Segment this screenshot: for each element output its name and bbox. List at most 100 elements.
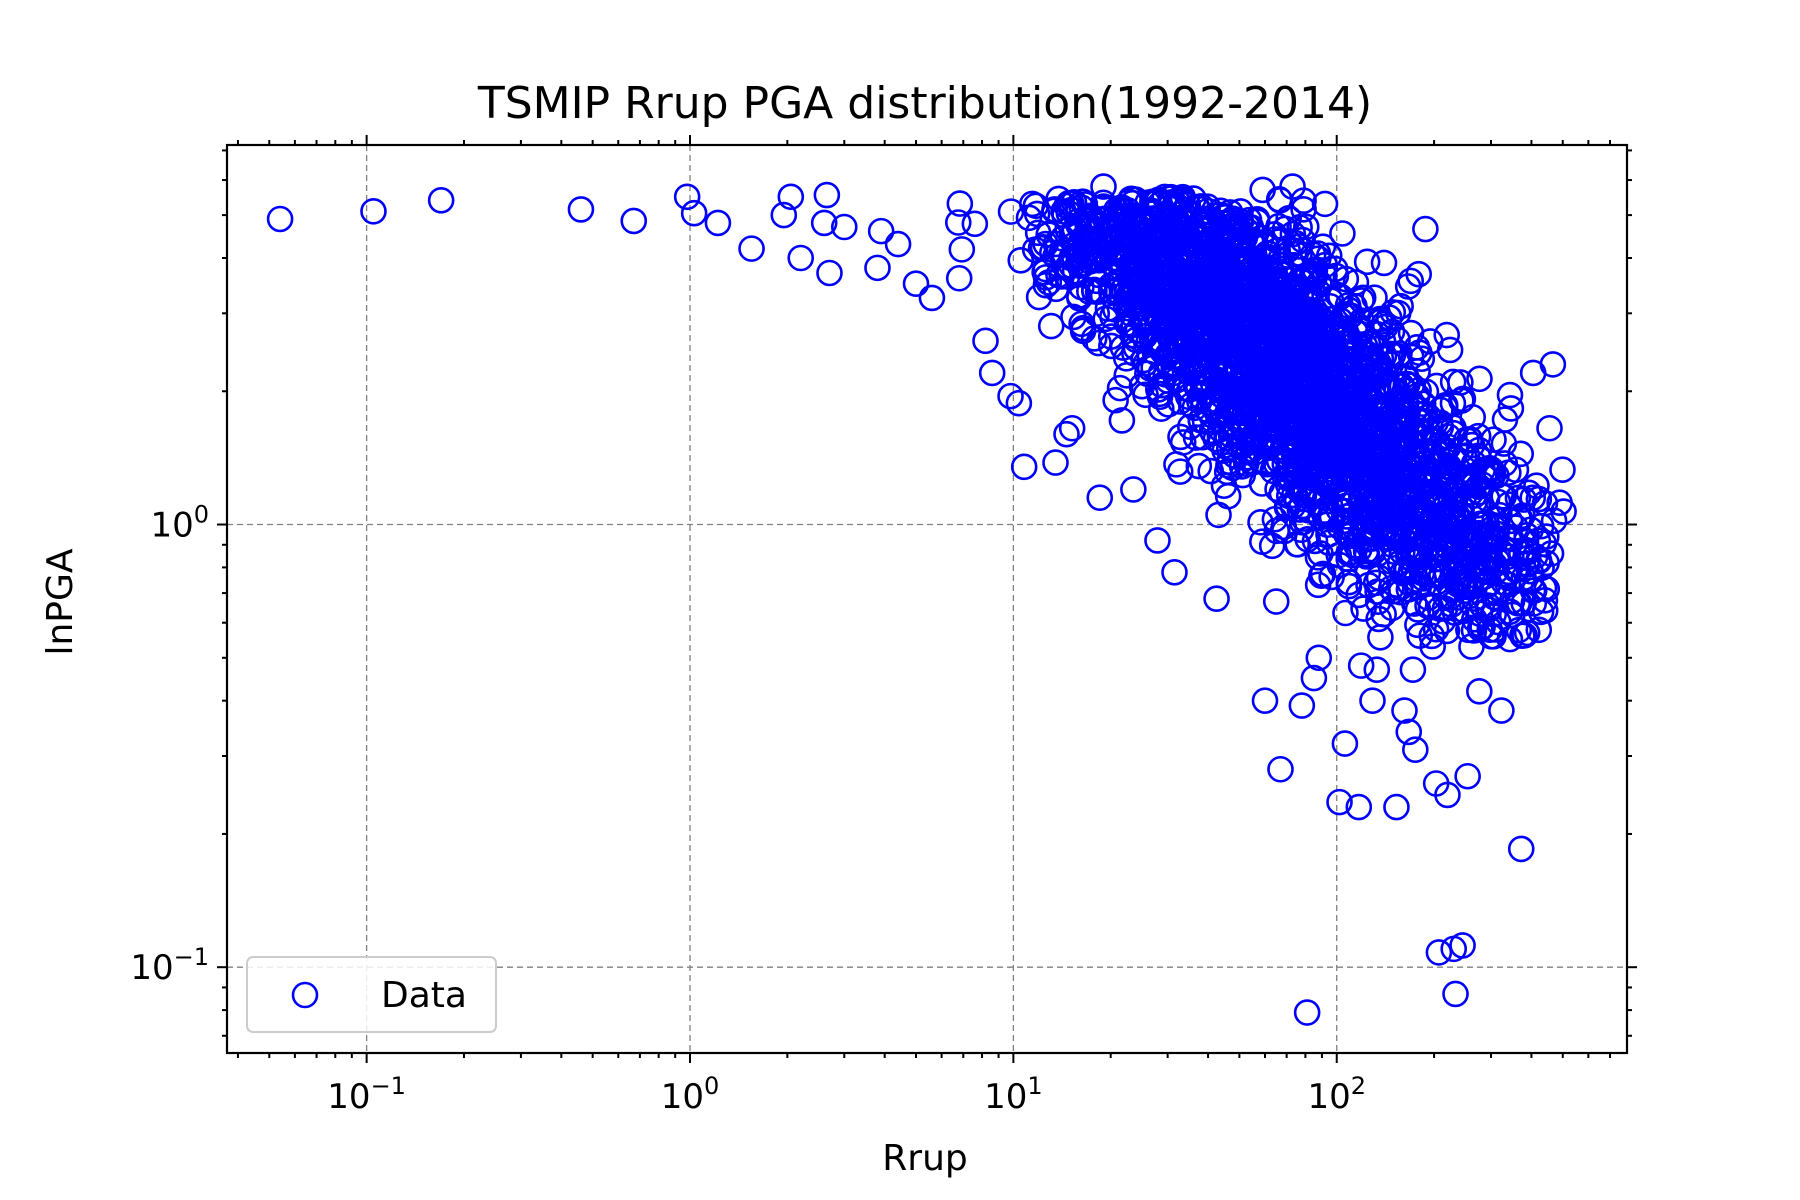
- data-point: [816, 259, 843, 287]
- data-point: [1378, 415, 1406, 443]
- data-point: [1456, 426, 1484, 453]
- data-point: [1356, 415, 1383, 442]
- data-point: [1283, 468, 1310, 496]
- data-point: [1370, 249, 1398, 277]
- data-point: [1537, 540, 1565, 567]
- data-point: [1336, 330, 1364, 357]
- data-point: [360, 197, 387, 225]
- data-point: [1484, 488, 1512, 516]
- data-point: [1496, 381, 1524, 409]
- data-point: [704, 209, 732, 237]
- data-point: [1380, 406, 1407, 433]
- data-point: [945, 264, 973, 292]
- data-point: [1042, 449, 1069, 476]
- data-point: [427, 187, 455, 214]
- data-point: [1355, 571, 1382, 599]
- data-point: [1325, 383, 1353, 411]
- data-point: [1084, 278, 1112, 306]
- data-point: [1429, 496, 1457, 523]
- data-point: [1290, 505, 1318, 532]
- data-point: [1359, 539, 1387, 566]
- data-point: [1346, 504, 1374, 532]
- data-point: [1364, 578, 1391, 605]
- data-point: [1143, 215, 1170, 243]
- data-point: [1281, 382, 1308, 410]
- data-point: [1449, 932, 1476, 959]
- data-point: [1251, 687, 1279, 714]
- data-point: [1307, 503, 1334, 531]
- data-point: [1117, 185, 1145, 213]
- data-point: [1123, 294, 1151, 322]
- data-point: [1118, 275, 1146, 303]
- data-point: [1005, 389, 1033, 417]
- data-point: [1260, 288, 1287, 315]
- data-point: [1395, 576, 1423, 603]
- data-point: [1531, 489, 1559, 517]
- data-point: [1367, 458, 1395, 486]
- data-point: [1271, 398, 1299, 425]
- data-point: [1279, 173, 1306, 200]
- data-point: [1399, 513, 1427, 540]
- data-point: [1329, 220, 1356, 247]
- data-point: [1494, 571, 1522, 598]
- data-point: [902, 270, 930, 297]
- data-point: [1122, 260, 1149, 288]
- data-point: [1405, 446, 1433, 473]
- data-point: [978, 359, 1006, 387]
- data-point: [1102, 386, 1129, 414]
- data-point: [1488, 697, 1515, 724]
- data-point: [1145, 251, 1173, 278]
- data-point: [1305, 644, 1333, 672]
- data-point: [1228, 453, 1256, 480]
- data-point: [1434, 423, 1462, 450]
- data-point: [1187, 382, 1214, 410]
- data-point: [1173, 209, 1201, 237]
- x-tick-label: 101: [984, 1072, 1043, 1117]
- data-point: [1397, 389, 1425, 417]
- legend-box: [246, 956, 497, 1033]
- data-points: [266, 173, 1577, 1026]
- data-point: [1226, 253, 1254, 281]
- data-point: [1422, 615, 1450, 643]
- data-point: [1367, 623, 1394, 651]
- data-point: [830, 213, 858, 241]
- data-point: [1466, 365, 1493, 393]
- data-point: [1291, 262, 1319, 290]
- data-point: [1411, 466, 1438, 493]
- data-point: [1434, 781, 1461, 809]
- data-point: [1163, 329, 1191, 357]
- data-point: [1351, 455, 1379, 482]
- data-point: [1265, 228, 1292, 255]
- data-point: [1300, 664, 1328, 692]
- data-point: [1215, 434, 1243, 462]
- data-point: [1331, 730, 1359, 757]
- data-point: [1204, 256, 1231, 283]
- data-point: [1416, 328, 1444, 355]
- data-point: [1502, 456, 1530, 484]
- data-point: [1271, 292, 1299, 319]
- data-point: [1519, 359, 1547, 387]
- legend: Data: [246, 956, 497, 1033]
- data-point: [1507, 440, 1535, 468]
- data-point: [1120, 476, 1147, 503]
- data-point: [1326, 788, 1353, 816]
- data-point: [1395, 539, 1423, 566]
- data-point: [1219, 263, 1247, 290]
- data-point: [1395, 718, 1423, 746]
- data-point: [1474, 457, 1501, 485]
- data-point: [1433, 321, 1461, 349]
- data-point: [1205, 501, 1232, 529]
- data-point: [1238, 390, 1265, 417]
- data-point: [1393, 364, 1420, 392]
- data-point: [1345, 793, 1373, 821]
- data-point: [1175, 280, 1203, 307]
- data-point: [1151, 200, 1178, 228]
- data-point: [1345, 581, 1372, 609]
- data-point: [1275, 285, 1302, 313]
- data-point: [1364, 321, 1391, 348]
- data-point: [1175, 228, 1203, 256]
- data-point: [1025, 283, 1053, 311]
- data-point: [1311, 190, 1339, 218]
- data-point: [1192, 251, 1220, 279]
